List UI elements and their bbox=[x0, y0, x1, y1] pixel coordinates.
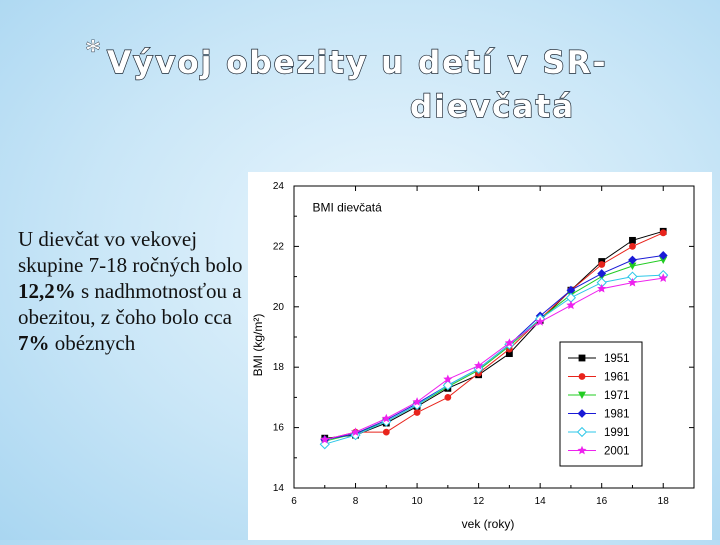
title-line-2: dievčatá bbox=[409, 88, 576, 125]
series-point bbox=[629, 243, 636, 250]
body-paragraph: U dievčat vo vekovej skupine 7-18 ročnýc… bbox=[18, 226, 250, 356]
x-tick-label: 10 bbox=[412, 496, 424, 507]
y-tick-label: 14 bbox=[273, 483, 285, 494]
legend-item: 1971 bbox=[568, 390, 630, 402]
series-point bbox=[504, 338, 514, 347]
y-tick-label: 18 bbox=[273, 362, 285, 373]
series-point bbox=[577, 409, 587, 418]
series-2001 bbox=[320, 273, 668, 444]
legend-label: 2001 bbox=[604, 446, 630, 458]
series-point bbox=[598, 261, 606, 268]
series-point bbox=[381, 413, 391, 423]
series-point bbox=[320, 434, 330, 444]
legend-label: 1961 bbox=[604, 372, 630, 384]
series-line bbox=[324, 274, 664, 445]
series-line bbox=[324, 230, 664, 439]
series-point bbox=[444, 394, 452, 401]
series-point bbox=[659, 229, 667, 237]
chart-title: BMI dievčatá bbox=[312, 201, 382, 215]
series-point bbox=[576, 426, 588, 438]
body-text-part-2: s nadhmotnosťou a obezitou, z čoho bolo … bbox=[18, 279, 242, 329]
series-line bbox=[324, 232, 664, 441]
obese-percent: 7% bbox=[18, 331, 50, 355]
legend-item: 1951 bbox=[568, 353, 630, 365]
series-point bbox=[627, 277, 638, 287]
body-text-part-3: obéznych bbox=[49, 331, 136, 355]
x-tick-label: 16 bbox=[596, 496, 608, 507]
chart-svg: 6 8 10 12 14 16 18 14 16 18 20 22 24 vek (roky) BMI (k… bbox=[251, 181, 695, 531]
x-tick-label: 8 bbox=[353, 496, 359, 507]
legend-label: 1991 bbox=[604, 427, 630, 439]
legend-label: 1951 bbox=[604, 353, 630, 365]
overweight-percent: 12,2% bbox=[18, 279, 76, 303]
series-point bbox=[578, 391, 586, 399]
series-point bbox=[597, 283, 607, 293]
series-point bbox=[578, 373, 586, 380]
legend-item: 1991 bbox=[568, 426, 630, 439]
series-point bbox=[413, 409, 421, 416]
series-point bbox=[382, 428, 390, 436]
series-point bbox=[597, 269, 607, 278]
series-point bbox=[658, 273, 668, 282]
legend-item: 2001 bbox=[568, 446, 630, 458]
series-point bbox=[443, 374, 453, 384]
x-tick-label: 6 bbox=[291, 496, 297, 507]
series-point bbox=[474, 360, 484, 370]
x-tick-label: 18 bbox=[658, 496, 670, 507]
x-tick-label: 14 bbox=[535, 496, 547, 507]
series-point bbox=[659, 256, 668, 264]
legend-box bbox=[559, 341, 643, 467]
y-tick-label: 22 bbox=[273, 241, 285, 252]
x-tick-label: 12 bbox=[473, 496, 485, 507]
legend: 1951 1961 1971 1981 1991 2001 bbox=[559, 341, 643, 467]
series-point bbox=[578, 354, 586, 362]
series-point bbox=[577, 445, 587, 455]
series-point bbox=[535, 317, 545, 326]
title-line-1: Vývoj obezity u detí v SR- bbox=[106, 44, 608, 81]
series-line bbox=[324, 277, 664, 441]
bmi-chart: 6 8 10 12 14 16 18 14 16 18 20 22 24 vek (roky) BMI (k… bbox=[248, 172, 712, 540]
body-text-part-1: U dievčat vo vekovej skupine 7-18 ročnýc… bbox=[18, 227, 243, 277]
legend-item: 1961 bbox=[568, 372, 630, 384]
series-point bbox=[505, 350, 513, 358]
y-tick-label: 20 bbox=[273, 302, 285, 313]
series-point bbox=[628, 255, 637, 265]
series-point bbox=[628, 262, 637, 271]
y-tick-label: 16 bbox=[273, 423, 285, 434]
x-axis-label: vek (roky) bbox=[462, 517, 515, 531]
legend-item: 1981 bbox=[568, 409, 630, 421]
legend-label: 1971 bbox=[604, 390, 630, 402]
series-point bbox=[566, 285, 576, 295]
y-tick-label: 24 bbox=[273, 181, 285, 192]
series-point bbox=[442, 380, 453, 391]
series-point bbox=[566, 300, 576, 310]
series-point bbox=[629, 236, 636, 244]
slide-title: * Vývoj obezity u detí v SR- dievčatá bbox=[85, 32, 685, 129]
series-point bbox=[350, 427, 361, 437]
series-point bbox=[412, 397, 422, 406]
y-axis-label: BMI (kg/m²) bbox=[251, 314, 265, 377]
legend-label: 1981 bbox=[604, 409, 630, 421]
title-bullet: * bbox=[85, 32, 103, 69]
